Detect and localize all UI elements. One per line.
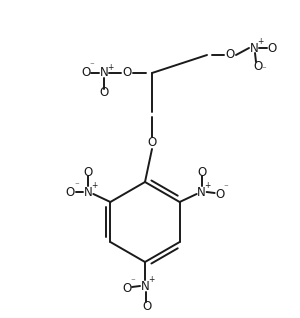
Text: N: N — [100, 66, 108, 80]
Text: O: O — [225, 49, 235, 61]
Text: ⁻: ⁻ — [90, 61, 94, 71]
Text: N: N — [197, 185, 206, 198]
Text: O: O — [99, 86, 109, 100]
Text: ⁻: ⁻ — [130, 278, 135, 287]
Text: +: + — [107, 63, 113, 72]
Text: O: O — [122, 281, 132, 294]
Text: N: N — [141, 280, 149, 293]
Text: +: + — [257, 38, 263, 46]
Text: O: O — [254, 59, 262, 73]
Text: O: O — [84, 165, 93, 178]
Text: ⁻: ⁻ — [262, 66, 266, 74]
Text: O: O — [66, 185, 75, 198]
Text: +: + — [148, 275, 154, 285]
Text: N: N — [250, 42, 258, 54]
Text: ⁻: ⁻ — [74, 182, 79, 190]
Text: +: + — [91, 182, 98, 190]
Text: O: O — [142, 300, 152, 313]
Text: O: O — [215, 188, 224, 201]
Text: O: O — [81, 66, 91, 79]
Text: O: O — [197, 165, 206, 178]
Text: O: O — [122, 66, 132, 80]
Text: N: N — [84, 185, 93, 198]
Text: O: O — [267, 42, 277, 54]
Text: +: + — [205, 182, 211, 190]
Text: O: O — [147, 136, 157, 149]
Text: ⁻: ⁻ — [223, 183, 228, 192]
